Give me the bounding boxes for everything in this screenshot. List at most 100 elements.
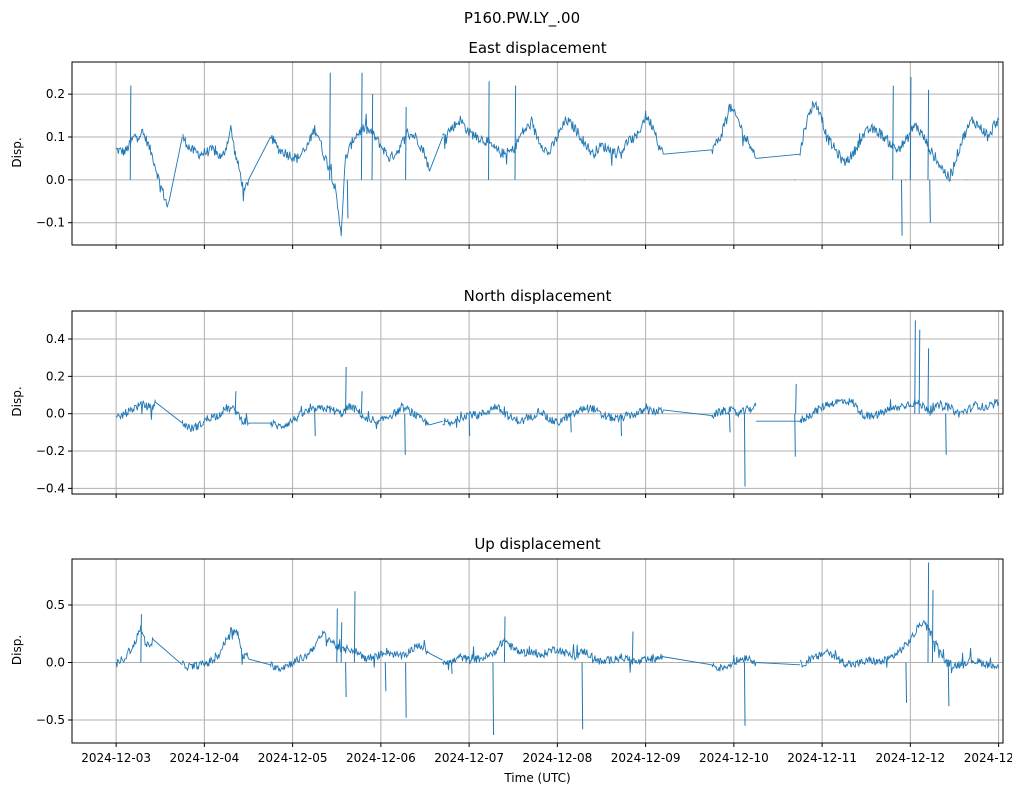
north-spike-9 <box>743 413 746 487</box>
up-gap-line-3 <box>663 656 712 666</box>
up-xtick-label-4: 2024-12-07 <box>434 751 504 765</box>
north-gap-line-3 <box>663 409 712 417</box>
up-xtick-label-2: 2024-12-05 <box>258 751 328 765</box>
north-spike-13 <box>927 348 930 414</box>
up-xtick-label-8: 2024-12-11 <box>787 751 857 765</box>
up-spike-15 <box>931 590 934 663</box>
up-gap-line-0 <box>152 639 183 666</box>
north-spike-4 <box>404 413 406 455</box>
east-spike-14 <box>909 76 912 180</box>
east-segment-3 <box>442 110 664 166</box>
east-segment-4 <box>711 103 757 159</box>
north-spike-8 <box>728 413 731 433</box>
up-spike-5 <box>384 662 387 692</box>
east-ytick-label-0: −0.1 <box>36 216 65 230</box>
north-segment-4 <box>711 402 757 420</box>
up-spike-0 <box>140 614 142 663</box>
north-gap-line-2 <box>429 420 443 426</box>
up-spike-8 <box>492 662 495 735</box>
north-panel: North displacement Disp. −0.4 −0.2 0.0 0.2 0… <box>10 287 1004 498</box>
up-spike-16 <box>947 662 950 707</box>
north-ytick-label-2: 0.0 <box>46 407 65 421</box>
east-ytick-label-2: 0.1 <box>46 130 65 144</box>
up-xtick-label-5: 2024-12-08 <box>522 751 592 765</box>
up-xtick-label-6: 2024-12-09 <box>611 751 681 765</box>
up-spike-1 <box>336 608 338 663</box>
up-segment-5 <box>799 619 1000 674</box>
east-segment-0 <box>115 128 170 208</box>
up-spike-6 <box>405 662 407 718</box>
up-spike-14 <box>927 562 930 663</box>
east-axes-frame <box>71 61 1004 246</box>
up-segment-2 <box>270 629 430 673</box>
up-segment-1 <box>181 626 249 672</box>
east-gap-line-3 <box>663 149 712 155</box>
east-segment-2 <box>270 113 430 237</box>
up-spike-3 <box>345 662 347 698</box>
east-gap-line-4 <box>755 153 801 159</box>
up-xtick-label-9: 2024-12-12 <box>875 751 945 765</box>
north-ytick-label-4: 0.4 <box>46 332 65 346</box>
north-axes-frame <box>71 310 1004 495</box>
north-ytick-label-0: −0.4 <box>36 481 65 495</box>
east-gap-line-0 <box>168 136 183 202</box>
up-xtick-label-7: 2024-12-10 <box>699 751 769 765</box>
up-segment-3 <box>442 637 664 673</box>
up-spike-7 <box>450 662 453 675</box>
north-spike-7 <box>620 413 622 437</box>
east-series <box>115 72 1000 237</box>
north-spike-6 <box>570 413 572 433</box>
x-axis-label: Time (UTC) <box>503 771 570 785</box>
north-spike-14 <box>945 413 947 455</box>
up-gap-line-4 <box>755 662 801 666</box>
up-xtick-label-3: 2024-12-06 <box>346 751 416 765</box>
east-spike-6 <box>371 94 374 180</box>
up-spike-12 <box>743 662 746 726</box>
east-spike-17 <box>929 179 931 223</box>
north-spike-1 <box>314 413 316 437</box>
up-ytick-label-0: −0.5 <box>36 713 65 727</box>
north-spike-15 <box>918 329 921 414</box>
north-segment-0 <box>115 398 157 421</box>
up-ytick-label-1: 0.0 <box>46 656 65 670</box>
up-xtick-label-10: 2024-12-13 <box>964 751 1012 765</box>
up-axes-frame <box>71 558 1004 744</box>
up-gap-line-2 <box>429 652 443 661</box>
up-spike-11 <box>631 631 634 663</box>
north-spike-11 <box>795 383 797 414</box>
north-ytick-label-3: 0.2 <box>46 369 65 383</box>
up-series <box>115 562 1000 735</box>
north-gap-line-0 <box>155 402 183 424</box>
up-spike-4 <box>353 591 356 663</box>
north-spike-3 <box>360 391 363 414</box>
up-gap-line-1 <box>248 658 271 666</box>
east-spike-15 <box>927 89 930 180</box>
up-xtick-label-1: 2024-12-04 <box>169 751 239 765</box>
east-segment-1 <box>182 125 249 202</box>
north-segment-3 <box>442 403 664 428</box>
north-spike-2 <box>345 367 347 414</box>
east-panel: East displacement Disp. −0.1 0.0 0.1 0.2 <box>10 39 1004 249</box>
east-segment-5 <box>799 100 1000 182</box>
up-spike-2 <box>340 622 343 663</box>
north-ylabel: Disp. <box>10 386 24 416</box>
up-title: Up displacement <box>474 535 600 553</box>
east-spike-12 <box>892 85 894 180</box>
up-spike-10 <box>581 662 584 730</box>
north-segment-1 <box>181 404 249 432</box>
east-ytick-label-1: 0.0 <box>46 173 65 187</box>
east-spike-8 <box>488 81 490 180</box>
figure-suptitle: P160.PW.LY_.00 <box>464 9 580 28</box>
north-spike-12 <box>914 320 916 414</box>
up-spike-9 <box>503 616 506 663</box>
up-ytick-label-2: 0.5 <box>46 598 65 612</box>
east-spike-3 <box>329 72 331 180</box>
up-ylabel: Disp. <box>10 635 24 665</box>
up-xtick-label-0: 2024-12-03 <box>81 751 151 765</box>
east-spike-9 <box>514 85 517 180</box>
north-spike-10 <box>794 413 796 457</box>
north-segment-5 <box>799 398 1000 424</box>
north-segment-2 <box>270 401 430 430</box>
east-spike-5 <box>360 72 363 180</box>
